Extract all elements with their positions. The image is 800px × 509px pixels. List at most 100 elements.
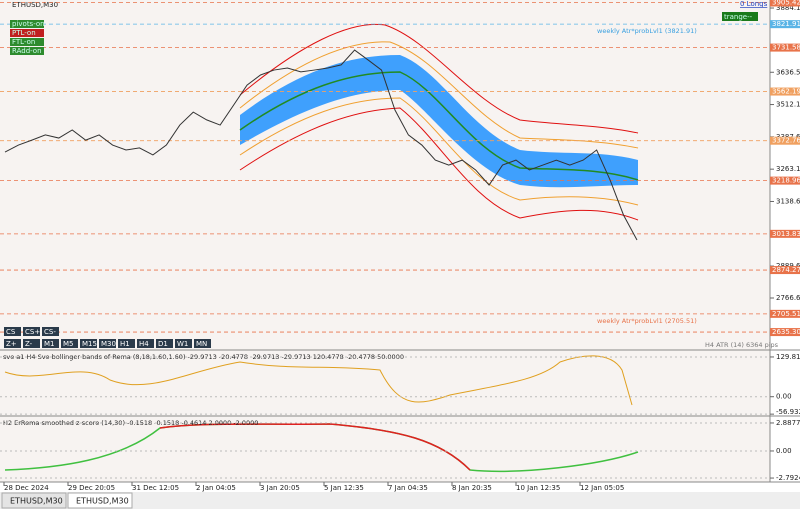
tf-button[interactable]: [80, 339, 97, 348]
tf-label[interactable]: D1: [158, 340, 168, 348]
level-label: 3013.83: [772, 230, 800, 238]
time-label: 7 Jan 04:35: [388, 484, 428, 492]
tf-button[interactable]: [156, 339, 173, 348]
tab[interactable]: [1, 492, 67, 509]
cs-button[interactable]: [23, 327, 40, 336]
toggle-label[interactable]: FTL-on: [12, 38, 35, 46]
panel-title: sve a1 H4 Sve bollinger bands of Rema (8…: [3, 353, 404, 361]
level-tag: [770, 0, 800, 7]
cs-label[interactable]: CS: [6, 328, 16, 336]
y-tick-label: 0.00: [776, 447, 792, 455]
tf-label[interactable]: Z-: [25, 340, 33, 348]
tf-label[interactable]: M30: [101, 340, 116, 348]
level-label: 3562.19: [772, 88, 800, 96]
inner-band: [239, 41, 639, 149]
level-label: 2635.30: [772, 328, 800, 336]
level-label: 3218.96: [772, 177, 800, 185]
tf-button[interactable]: [175, 339, 192, 348]
tf-button[interactable]: [194, 339, 211, 348]
y-tick-label: -56.9328: [776, 408, 800, 416]
tab-label[interactable]: ETHUSD,M30: [10, 497, 63, 506]
y-tick-label: 2.8877: [776, 419, 800, 427]
status-label: 0 Longs: [740, 0, 768, 8]
time-label: 28 Dec 2024: [4, 484, 49, 492]
inner-band: [239, 97, 639, 206]
level-tag: [770, 176, 800, 185]
y-tick-label: 2766.60: [776, 294, 800, 302]
tf-label[interactable]: M15: [82, 340, 97, 348]
toggle-button[interactable]: [10, 38, 44, 46]
level-tag: [770, 20, 800, 29]
cs-label[interactable]: CS+: [25, 328, 40, 336]
level-tag: [770, 328, 800, 337]
toggle-label[interactable]: RAdd-on: [12, 47, 42, 55]
annotation: weekly Atr*probLvl1 (2705.51): [597, 317, 697, 325]
level-tag: [770, 229, 800, 238]
channel-band: [240, 55, 638, 188]
status-box: [722, 12, 758, 21]
tf-button[interactable]: [118, 339, 135, 348]
channel-mid: [239, 71, 639, 181]
toggle-label[interactable]: pivots-on: [12, 20, 45, 28]
time-label: 10 Jan 12:35: [516, 484, 560, 492]
level-tag: [770, 266, 800, 275]
level-label: 3731.58: [772, 44, 800, 52]
price-line: [4, 49, 638, 241]
tf-button[interactable]: [4, 339, 21, 348]
level-label: 3372.76: [772, 137, 800, 145]
sub2-line-down: [159, 423, 471, 471]
tf-label[interactable]: M5: [63, 340, 74, 348]
toggle-button[interactable]: [10, 29, 44, 37]
status-label: trange--: [724, 13, 753, 21]
tf-label[interactable]: MN: [196, 340, 207, 348]
tf-button[interactable]: [61, 339, 78, 348]
tab[interactable]: [67, 492, 133, 509]
time-label: 31 Dec 12:05: [132, 484, 179, 492]
tf-button[interactable]: [99, 339, 116, 348]
time-label: 3 Jan 20:05: [260, 484, 300, 492]
y-tick-label: -2.7924: [776, 474, 800, 482]
time-label: 8 Jan 20:35: [452, 484, 492, 492]
tf-label[interactable]: H4: [139, 340, 149, 348]
tf-label[interactable]: Z+: [6, 340, 17, 348]
level-tag: [770, 43, 800, 52]
tf-label[interactable]: H1: [120, 340, 130, 348]
symbol-label: ETHUSD,M30: [12, 1, 58, 9]
toggle-label[interactable]: PTL-on: [12, 29, 36, 37]
y-tick-label: 129.8156: [776, 353, 800, 361]
time-label: 2 Jan 04:05: [196, 484, 236, 492]
level-tag: [770, 87, 800, 96]
tf-label[interactable]: W1: [177, 340, 188, 348]
y-tick-label: 3512.10: [776, 101, 800, 109]
annotation: weekly Atr*probLvl1 (3821.91): [597, 27, 697, 35]
time-label: 12 Jan 05:05: [580, 484, 624, 492]
tf-button[interactable]: [42, 339, 59, 348]
cs-button[interactable]: [4, 327, 21, 336]
annotation: H4 ATR (14) 6364 pips: [705, 341, 779, 349]
price-axis-bg: [770, 0, 800, 482]
outer-band: [239, 107, 639, 221]
tf-label[interactable]: M1: [44, 340, 55, 348]
cs-label[interactable]: CS-: [44, 328, 56, 336]
time-label: 5 Jan 12:35: [324, 484, 364, 492]
cs-button[interactable]: [42, 327, 59, 336]
time-label: 29 Dec 20:05: [68, 484, 115, 492]
level-label: 2874.27: [772, 266, 800, 274]
y-tick-label: 0.00: [776, 393, 792, 401]
level-label: 3821.91: [772, 20, 800, 28]
y-tick-label: 3636.50: [776, 68, 800, 76]
tab-label[interactable]: ETHUSD,M30: [76, 497, 129, 506]
y-tick-label: 3263.10: [776, 165, 800, 173]
tf-button[interactable]: [137, 339, 154, 348]
tab-bar: [0, 492, 800, 509]
y-tick-label: 3884.10: [776, 4, 800, 12]
level-label: 2705.51: [772, 310, 800, 318]
tf-button[interactable]: [23, 339, 40, 348]
sub1-line: [4, 355, 633, 406]
level-tag: [770, 309, 800, 318]
level-label: 3905.42: [772, 0, 800, 6]
toggle-button[interactable]: [10, 20, 44, 28]
y-tick-label: 3138.60: [776, 197, 800, 205]
toggle-button[interactable]: [10, 47, 44, 55]
